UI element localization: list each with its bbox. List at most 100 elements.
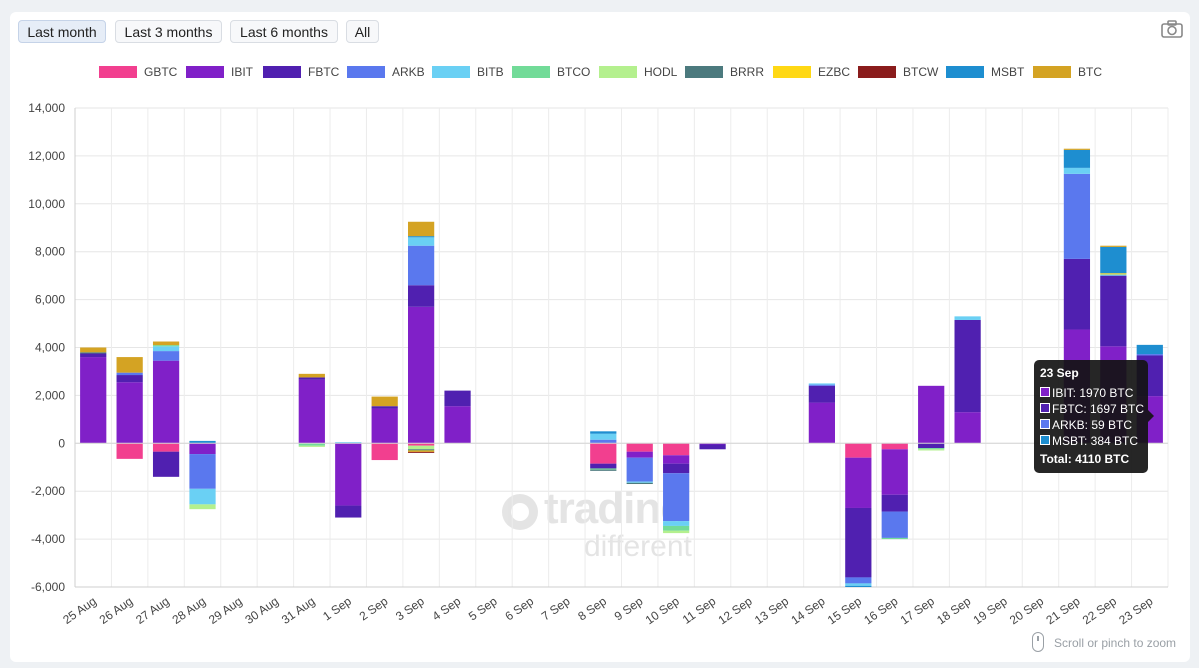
bar-fbtc[interactable] [371,406,398,409]
bar-fbtc[interactable] [663,463,690,474]
bar-btco[interactable] [881,537,908,540]
bar-fbtc[interactable] [881,494,908,512]
bar-ibit[interactable] [918,385,945,444]
bar-msbt[interactable] [845,585,872,587]
bar-ibit[interactable] [189,443,216,455]
bar-btc[interactable] [298,373,325,378]
range-button-last-month[interactable]: Last month [18,20,106,43]
bar-hodl[interactable] [918,449,945,451]
bar-fbtc[interactable] [335,505,362,518]
bar-msbt[interactable] [1136,344,1163,355]
bar-msbt[interactable] [189,440,216,444]
bar-hodl[interactable] [189,504,216,510]
bar-btco[interactable] [298,443,325,446]
bar-btco[interactable] [590,468,617,470]
bar-ibit[interactable] [626,451,653,458]
bar-arkb[interactable] [626,457,653,482]
bar-brrr[interactable] [80,352,107,354]
bar-arkb[interactable] [152,351,180,361]
range-button-last-6-months[interactable]: Last 6 months [230,20,338,43]
bar-btc[interactable] [1063,148,1091,150]
range-button-last-3-months[interactable]: Last 3 months [115,20,222,43]
bar-gbtc[interactable] [371,443,398,461]
bar-fbtc[interactable] [80,353,107,358]
bar-bitb[interactable] [590,433,617,440]
bar-gbtc[interactable] [590,443,617,464]
bar-ibit[interactable] [808,402,835,444]
bar-fbtc[interactable] [1063,258,1091,330]
bar-btc[interactable] [1100,245,1127,247]
bar-btc[interactable] [116,357,143,373]
bar-arkb[interactable] [590,439,617,444]
bar-btco[interactable] [152,345,180,347]
camera-icon[interactable] [1161,20,1183,38]
bar-arkb[interactable] [663,473,690,522]
bar-ezbc[interactable] [1100,273,1127,275]
bar-btc[interactable] [152,341,180,346]
range-button-all[interactable]: All [346,20,379,43]
bar-ibit[interactable] [152,360,180,444]
bar-bitb[interactable] [808,383,835,385]
bar-brrr[interactable] [626,482,653,485]
bar-hodl[interactable] [408,445,435,450]
bar-bitb[interactable] [1100,274,1127,276]
bar-btco[interactable] [918,448,945,450]
bar-ibit[interactable] [444,406,471,444]
bar-btcw[interactable] [408,451,435,453]
bar-fbtc[interactable] [408,285,435,307]
bar-gbtc[interactable] [663,443,690,456]
bar-ibit[interactable] [408,306,435,444]
bar-msbt[interactable] [1100,246,1127,274]
bar-gbtc[interactable] [845,443,872,458]
bar-fbtc[interactable] [116,375,143,383]
bar-fbtc[interactable] [845,507,872,578]
bar-ezbc[interactable] [408,450,435,452]
bar-ibit[interactable] [116,382,143,444]
bar-btc[interactable] [408,221,435,237]
bar-btc[interactable] [371,396,398,407]
bar-btco[interactable] [663,525,690,531]
bar-arkb[interactable] [189,454,216,489]
bar-ibit[interactable] [298,379,325,444]
bar-bitb[interactable] [335,442,362,444]
bar-fbtc[interactable] [444,390,471,407]
bar-hodl[interactable] [663,530,690,534]
bar-ibit[interactable] [954,412,981,444]
bar-ibit[interactable] [663,455,690,464]
bar-arkb[interactable] [881,511,908,538]
bar-bitb[interactable] [1063,167,1091,174]
bar-arkb[interactable] [408,245,435,286]
bar-bitb[interactable] [954,316,981,320]
bar-gbtc[interactable] [116,443,143,459]
bar-bitb[interactable] [152,346,180,352]
bar-gbtc[interactable] [152,443,180,452]
bar-ibit[interactable] [881,449,908,495]
bar-bitb[interactable] [845,583,872,586]
bar-fbtc[interactable] [918,443,945,449]
bar-fbtc[interactable] [298,377,325,380]
bar-bitb[interactable] [663,521,690,526]
bar-msbt[interactable] [408,236,435,238]
bar-bitb[interactable] [626,481,653,483]
bar-bitb[interactable] [408,237,435,246]
bar-fbtc[interactable] [699,444,726,450]
bar-fbtc[interactable] [590,463,617,469]
bar-ibit[interactable] [371,408,398,444]
bar-arkb[interactable] [116,372,143,376]
bar-ibit[interactable] [80,357,107,444]
bar-brrr[interactable] [590,469,617,471]
bar-gbtc[interactable] [881,443,908,450]
bar-ibit[interactable] [845,457,872,508]
bar-bitb[interactable] [189,488,216,505]
bar-fbtc[interactable] [808,385,835,403]
bar-fbtc[interactable] [1100,275,1127,347]
bar-gbtc[interactable] [626,443,653,452]
bar-gbtc[interactable] [408,443,435,446]
bar-msbt[interactable] [590,431,617,434]
bar-msbt[interactable] [1063,149,1091,168]
bar-ibit[interactable] [335,443,362,506]
bar-hodl[interactable] [298,445,325,447]
bar-arkb[interactable] [1063,173,1091,259]
bar-brrr[interactable] [408,449,435,451]
